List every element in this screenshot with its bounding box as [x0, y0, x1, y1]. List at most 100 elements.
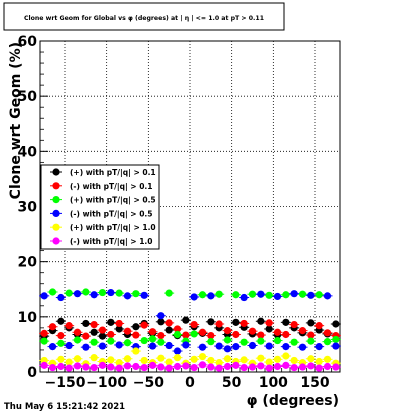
data-point [215, 364, 223, 372]
data-point [173, 325, 182, 333]
data-point [107, 337, 115, 345]
data-point [207, 363, 215, 371]
x-tick-label: −50 [133, 375, 164, 391]
data-point [190, 293, 198, 301]
data-point [90, 320, 98, 329]
y-tick-label: 20 [18, 255, 38, 271]
data-point [315, 291, 323, 299]
data-point [223, 336, 232, 344]
data-point [307, 319, 315, 327]
data-point [90, 291, 98, 299]
x-tick-label: 0 [185, 375, 195, 391]
data-point [182, 331, 190, 339]
legend-label: (+) with pT/|q| > 1.0 [70, 223, 156, 233]
data-point [73, 290, 82, 298]
data-point [132, 362, 140, 371]
data-point [265, 364, 273, 372]
title-frame [3, 2, 285, 31]
data-point [207, 338, 215, 346]
data-point [107, 363, 115, 371]
data-point [148, 361, 157, 369]
data-point [57, 317, 65, 325]
data-point [98, 326, 107, 334]
data-point [273, 292, 282, 301]
data-point [232, 330, 240, 339]
series-3 [39, 288, 341, 355]
data-point [232, 361, 240, 369]
data-point [215, 320, 223, 328]
data-point [223, 355, 232, 363]
data-point [282, 361, 290, 369]
data-point [165, 364, 173, 372]
data-point [232, 291, 240, 299]
data-point [290, 320, 298, 329]
data-point [240, 293, 248, 302]
data-point [98, 332, 107, 340]
data-point [57, 362, 65, 371]
data-point [257, 362, 265, 370]
data-point [65, 322, 73, 330]
data-point [240, 356, 248, 364]
data-point [57, 355, 65, 363]
data-point [265, 291, 273, 299]
data-point [148, 342, 157, 350]
y-tick-label: 40 [18, 144, 38, 160]
data-point [157, 331, 165, 340]
data-point [207, 318, 215, 326]
data-point [315, 364, 323, 372]
data-point [40, 292, 48, 300]
data-point [82, 363, 90, 371]
y-tick-labels: 0 10 20 30 40 50 60 [18, 34, 38, 381]
data-point [240, 363, 248, 372]
data-point [207, 292, 215, 300]
y-axis-title: Clone wrt Geom (%) [8, 42, 24, 199]
data-point [257, 354, 265, 362]
data-point [57, 339, 65, 347]
data-point [165, 326, 173, 334]
data-point [140, 291, 148, 299]
data-point [315, 357, 323, 366]
y-tick-label: 0 [27, 365, 37, 381]
data-point [65, 358, 73, 366]
chart-title: Clone wrt Geom for Global vs φ (degrees)… [24, 15, 264, 23]
data-point [282, 343, 290, 351]
data-point [223, 362, 232, 371]
data-point [323, 292, 332, 300]
data-point [282, 291, 290, 299]
data-point [257, 290, 265, 298]
data-point [232, 343, 240, 351]
data-point [282, 330, 290, 339]
data-point [148, 328, 157, 336]
data-point [190, 363, 198, 372]
data-point [82, 319, 90, 328]
data-point [123, 339, 132, 347]
data-point [332, 342, 340, 350]
data-point [273, 355, 282, 363]
data-point [90, 363, 98, 372]
data-point [273, 328, 282, 336]
data-point [107, 318, 115, 326]
data-point [165, 358, 173, 366]
data-point [73, 336, 82, 344]
data-point [182, 316, 190, 324]
data-point [165, 319, 173, 327]
data-point [307, 331, 315, 339]
data-point [57, 331, 65, 340]
data-point [257, 337, 265, 345]
data-point [332, 363, 340, 371]
data-point [40, 329, 48, 337]
data-point [107, 288, 115, 297]
data-point [307, 291, 315, 299]
data-point [48, 363, 57, 372]
data-point [257, 331, 265, 339]
data-point [115, 341, 123, 349]
data-point [65, 289, 73, 297]
data-point [265, 358, 273, 366]
data-point [65, 364, 73, 372]
data-point [315, 343, 323, 351]
data-point [57, 293, 65, 302]
data-point [115, 364, 123, 372]
data-point [115, 359, 123, 367]
data-point [48, 288, 57, 296]
data-point [198, 328, 207, 336]
